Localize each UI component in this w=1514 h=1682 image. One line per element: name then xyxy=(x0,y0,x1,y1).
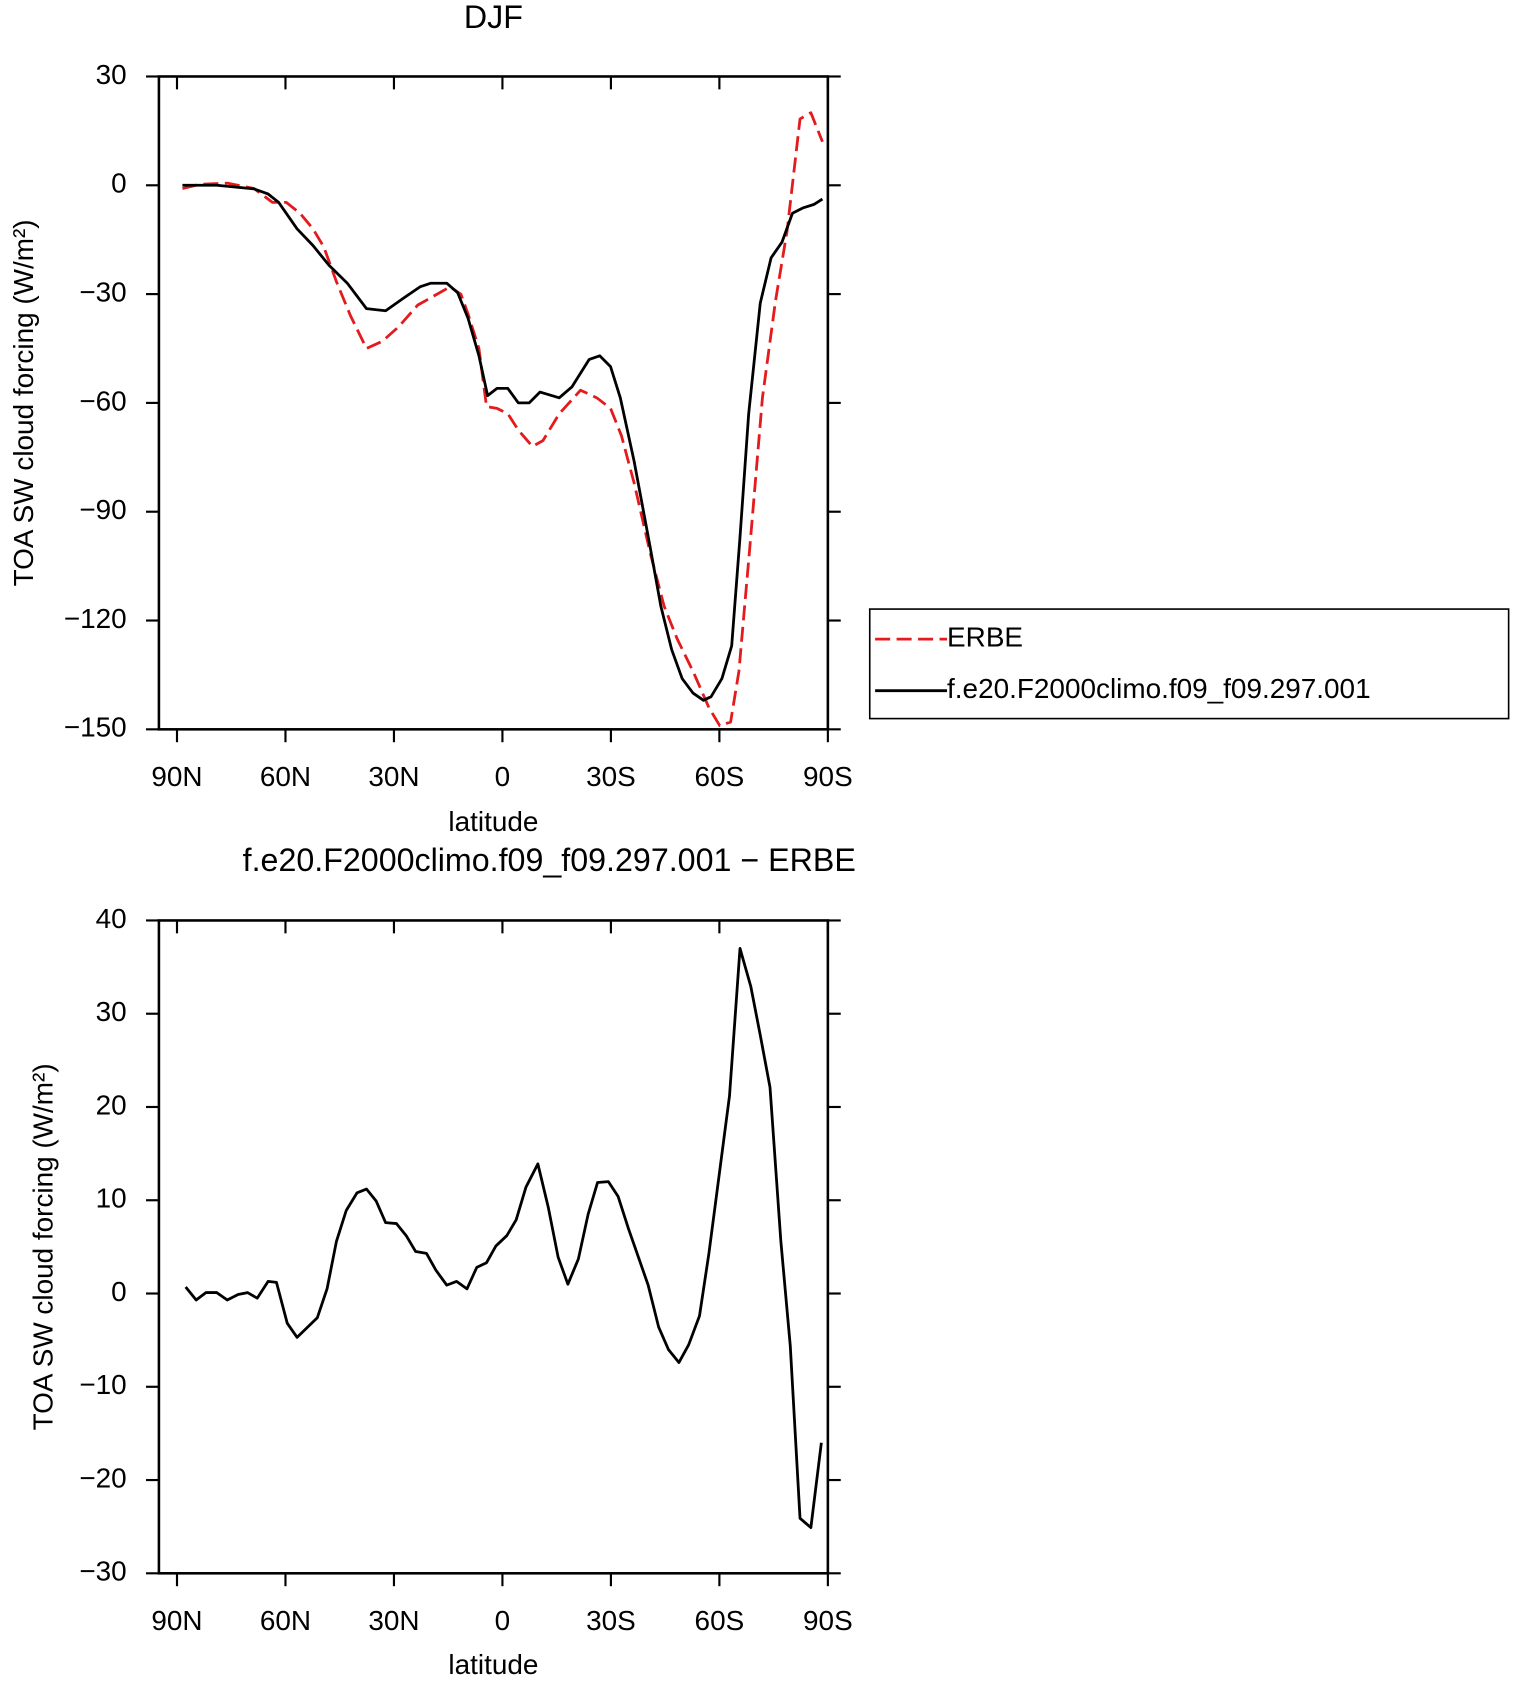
x-axis-label: latitude xyxy=(448,1649,538,1680)
y-tick-label: −30 xyxy=(79,276,126,307)
legend-label: ERBE xyxy=(947,622,1023,653)
y-tick-label: 10 xyxy=(96,1183,127,1214)
chart-title: f.e20.F2000climo.f09_f09.297.001 − ERBE xyxy=(243,842,856,878)
legend-label: f.e20.F2000climo.f09_f09.297.001 xyxy=(947,673,1371,704)
y-tick-label: −90 xyxy=(79,494,126,525)
x-tick-label: 0 xyxy=(495,1605,511,1636)
y-tick-label: 20 xyxy=(96,1089,127,1120)
x-tick-label: 60N xyxy=(260,1605,311,1636)
y-axis-label: TOA SW cloud forcing (W/m²) xyxy=(8,219,39,586)
y-tick-label: −60 xyxy=(79,385,126,416)
x-tick-label: 30N xyxy=(368,761,419,792)
x-tick-label: 30S xyxy=(586,1605,636,1636)
legend-frame xyxy=(868,608,1510,720)
x-tick-label: 90S xyxy=(803,1605,853,1636)
y-axis-label: TOA SW cloud forcing (W/m²) xyxy=(27,1063,58,1430)
y-tick-label: −120 xyxy=(64,603,127,634)
y-tick-label: −30 xyxy=(79,1556,126,1587)
plot-frame xyxy=(157,919,830,1575)
y-tick-label: −150 xyxy=(64,712,127,743)
plot-frame xyxy=(157,75,830,731)
data-line xyxy=(182,183,824,702)
data-line xyxy=(182,111,824,728)
x-tick-label: 90S xyxy=(803,761,853,792)
y-tick-label: −20 xyxy=(79,1462,126,1493)
data-line xyxy=(184,947,823,1530)
x-tick-label: 60N xyxy=(260,761,311,792)
y-tick-label: 30 xyxy=(96,996,127,1027)
x-tick-label: 60S xyxy=(695,761,745,792)
y-tick-label: 30 xyxy=(96,59,127,90)
chart-title: DJF xyxy=(464,0,523,35)
y-tick-label: 0 xyxy=(111,168,127,199)
x-tick-label: 30N xyxy=(368,1605,419,1636)
x-tick-label: 30S xyxy=(586,761,636,792)
y-tick-label: −10 xyxy=(79,1369,126,1400)
y-tick-label: 0 xyxy=(111,1276,127,1307)
x-tick-label: 90N xyxy=(151,761,202,792)
x-axis-label: latitude xyxy=(448,806,538,837)
x-tick-label: 0 xyxy=(495,761,511,792)
x-tick-label: 90N xyxy=(151,1605,202,1636)
x-tick-label: 60S xyxy=(695,1605,745,1636)
y-tick-label: 40 xyxy=(96,903,127,934)
